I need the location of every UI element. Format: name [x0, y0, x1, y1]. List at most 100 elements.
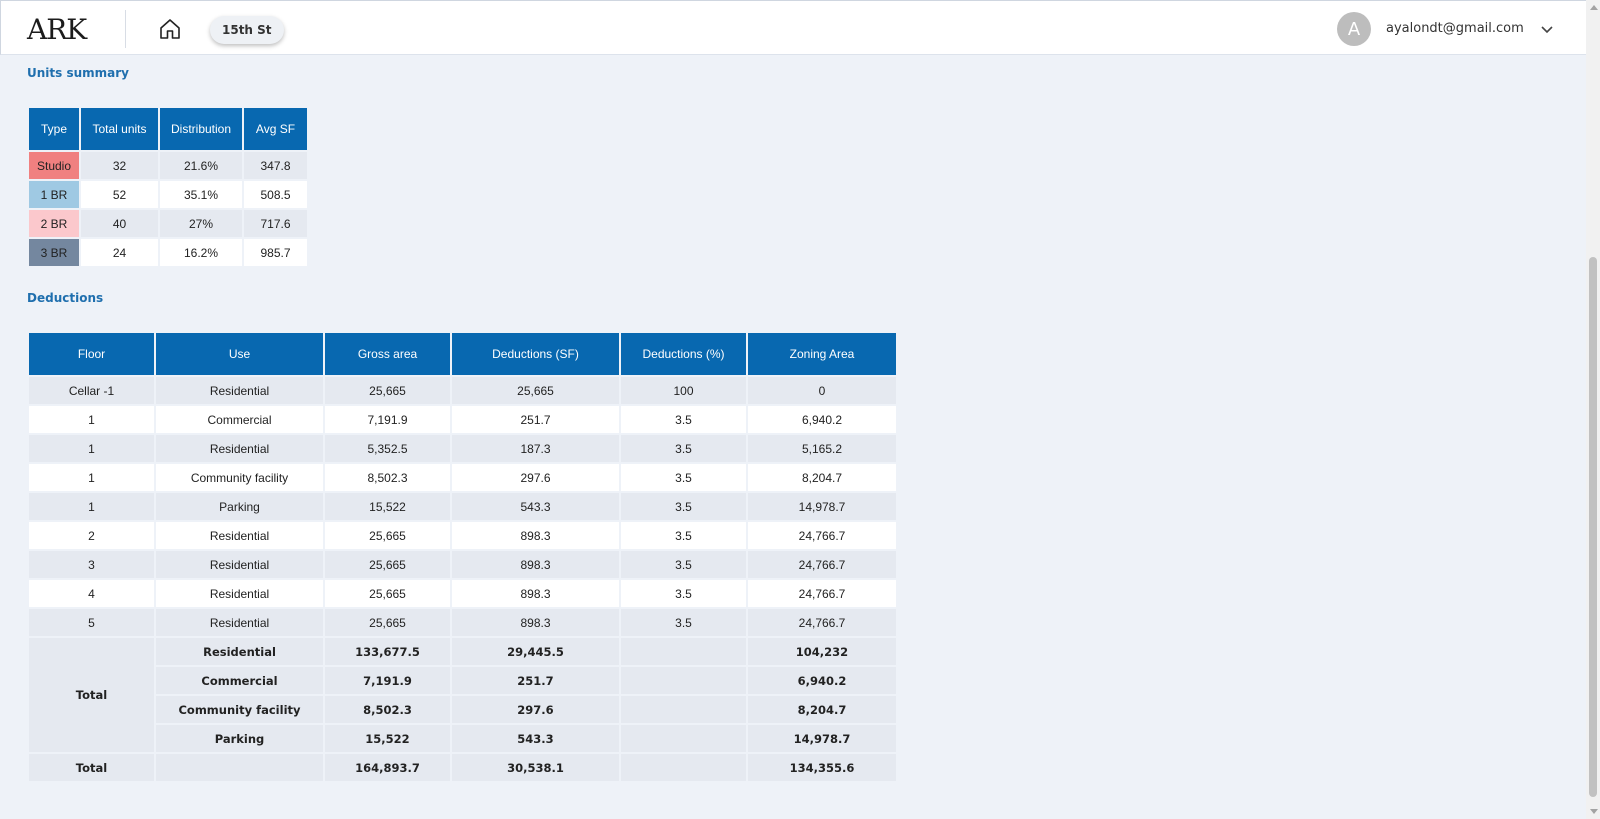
- subtotal-label: Total: [29, 638, 154, 752]
- ded-pct-cell: 3.5: [621, 435, 746, 462]
- zoning-cell: 8,204.7: [748, 464, 896, 491]
- column-header: Floor: [29, 333, 154, 375]
- top-bar: ARK 15th St A ayalondt@gmail.com: [0, 0, 1586, 55]
- ded-sf-cell: 898.3: [452, 609, 619, 636]
- avg-sf-cell: 717.6: [244, 210, 307, 237]
- use-cell: Community facility: [156, 464, 323, 491]
- subtotal-row: Parking 15,522 543.3 14,978.7: [29, 725, 896, 752]
- use-cell: Commercial: [156, 406, 323, 433]
- scroll-down-arrow-icon[interactable]: [1590, 809, 1598, 814]
- column-header: Type: [29, 108, 79, 150]
- ded-sf-cell: 543.3: [452, 493, 619, 520]
- ded-pct-cell: [621, 667, 746, 694]
- user-email[interactable]: ayalondt@gmail.com: [1386, 21, 1524, 36]
- ded-pct-cell: 3.5: [621, 522, 746, 549]
- avatar[interactable]: A: [1337, 12, 1371, 46]
- vertical-scrollbar[interactable]: [1586, 0, 1600, 819]
- column-header: Avg SF: [244, 108, 307, 150]
- avg-sf-cell: 347.8: [244, 152, 307, 179]
- table-header-row: Type Total units Distribution Avg SF: [29, 108, 307, 150]
- table-row: Cellar -1 Residential 25,665 25,665 100 0: [29, 377, 896, 404]
- use-cell: [156, 754, 323, 781]
- scroll-up-arrow-icon[interactable]: [1590, 5, 1598, 10]
- ded-pct-cell: 3.5: [621, 406, 746, 433]
- table-row: 5 Residential 25,665 898.3 3.5 24,766.7: [29, 609, 896, 636]
- grand-total-label: Total: [29, 754, 154, 781]
- ded-sf-cell: 30,538.1: [452, 754, 619, 781]
- total-units-cell: 52: [81, 181, 158, 208]
- table-row: 1 Residential 5,352.5 187.3 3.5 5,165.2: [29, 435, 896, 462]
- ded-pct-cell: 3.5: [621, 493, 746, 520]
- gross-cell: 5,352.5: [325, 435, 450, 462]
- deductions-title: Deductions: [27, 291, 104, 305]
- total-units-cell: 40: [81, 210, 158, 237]
- gross-cell: 25,665: [325, 609, 450, 636]
- table-row: 1 Commercial 7,191.9 251.7 3.5 6,940.2: [29, 406, 896, 433]
- ded-sf-cell: 898.3: [452, 551, 619, 578]
- floor-cell: Cellar -1: [29, 377, 154, 404]
- floor-cell: 1: [29, 464, 154, 491]
- ark-logo[interactable]: ARK: [27, 13, 87, 46]
- gross-cell: 164,893.7: [325, 754, 450, 781]
- table-row: 1 Parking 15,522 543.3 3.5 14,978.7: [29, 493, 896, 520]
- use-cell: Residential: [156, 580, 323, 607]
- gross-cell: 25,665: [325, 580, 450, 607]
- chevron-down-icon: [1541, 26, 1553, 34]
- unit-type-cell: Studio: [29, 152, 79, 179]
- subtotal-row: Commercial 7,191.9 251.7 6,940.2: [29, 667, 896, 694]
- ded-pct-cell: [621, 696, 746, 723]
- table-row: 1 Community facility 8,502.3 297.6 3.5 8,204.…: [29, 464, 896, 491]
- use-cell: Residential: [156, 435, 323, 462]
- ded-sf-cell: 543.3: [452, 725, 619, 752]
- avg-sf-cell: 985.7: [244, 239, 307, 266]
- ded-sf-cell: 251.7: [452, 406, 619, 433]
- ded-pct-cell: [621, 725, 746, 752]
- subtotal-row: Community facility 8,502.3 297.6 8,204.7: [29, 696, 896, 723]
- column-header: Gross area: [325, 333, 450, 375]
- table-row: 3 Residential 25,665 898.3 3.5 24,766.7: [29, 551, 896, 578]
- floor-cell: 1: [29, 493, 154, 520]
- zoning-cell: 5,165.2: [748, 435, 896, 462]
- ded-sf-cell: 898.3: [452, 522, 619, 549]
- units-summary-title: Units summary: [27, 66, 129, 80]
- ded-sf-cell: 297.6: [452, 696, 619, 723]
- ded-pct-cell: [621, 638, 746, 665]
- deductions-table: Floor Use Gross area Deductions (SF) Ded…: [27, 331, 898, 783]
- header-divider: [125, 10, 126, 48]
- column-header: Use: [156, 333, 323, 375]
- gross-cell: 15,522: [325, 493, 450, 520]
- column-header: Deductions (%): [621, 333, 746, 375]
- ded-sf-cell: 25,665: [452, 377, 619, 404]
- units-summary-table: Type Total units Distribution Avg SF Stu…: [27, 106, 309, 268]
- user-menu-button[interactable]: [1537, 19, 1557, 39]
- avg-sf-cell: 508.5: [244, 181, 307, 208]
- distribution-cell: 16.2%: [160, 239, 242, 266]
- gross-cell: 25,665: [325, 551, 450, 578]
- gross-cell: 133,677.5: [325, 638, 450, 665]
- gross-cell: 7,191.9: [325, 667, 450, 694]
- table-row: 3 BR 24 16.2% 985.7: [29, 239, 307, 266]
- distribution-cell: 21.6%: [160, 152, 242, 179]
- ded-sf-cell: 29,445.5: [452, 638, 619, 665]
- ded-pct-cell: [621, 754, 746, 781]
- floor-cell: 4: [29, 580, 154, 607]
- column-header: Zoning Area: [748, 333, 896, 375]
- unit-type-cell: 3 BR: [29, 239, 79, 266]
- gross-cell: 25,665: [325, 377, 450, 404]
- scroll-thumb[interactable]: [1589, 257, 1597, 797]
- zoning-cell: 14,978.7: [748, 725, 896, 752]
- total-units-cell: 32: [81, 152, 158, 179]
- project-chip[interactable]: 15th St: [210, 16, 284, 44]
- floor-cell: 5: [29, 609, 154, 636]
- zoning-cell: 24,766.7: [748, 551, 896, 578]
- zoning-cell: 14,978.7: [748, 493, 896, 520]
- zoning-cell: 6,940.2: [748, 667, 896, 694]
- home-button[interactable]: [155, 14, 185, 44]
- use-cell: Residential: [156, 551, 323, 578]
- subtotal-row: Total Residential 133,677.5 29,445.5 104,232: [29, 638, 896, 752]
- gross-cell: 8,502.3: [325, 696, 450, 723]
- table-row: 4 Residential 25,665 898.3 3.5 24,766.7: [29, 580, 896, 607]
- table-row: 1 BR 52 35.1% 508.5: [29, 181, 307, 208]
- ded-sf-cell: 251.7: [452, 667, 619, 694]
- distribution-cell: 27%: [160, 210, 242, 237]
